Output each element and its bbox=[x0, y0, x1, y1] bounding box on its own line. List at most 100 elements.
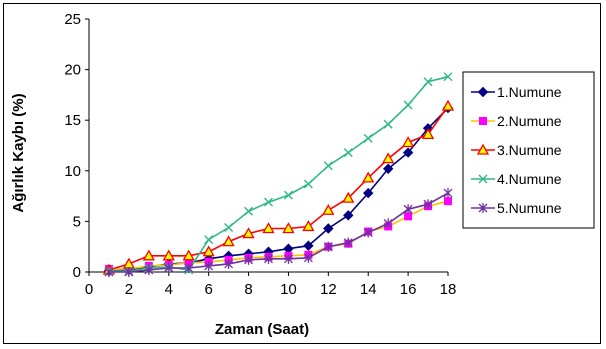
data-point bbox=[124, 267, 134, 277]
data-point bbox=[303, 252, 313, 263]
data-point bbox=[443, 188, 453, 199]
data-point bbox=[302, 220, 315, 232]
data-point bbox=[204, 235, 214, 245]
series-line bbox=[108, 192, 449, 273]
data-point bbox=[423, 199, 433, 210]
data-point bbox=[144, 264, 154, 275]
x-tick-label: 10 bbox=[280, 281, 297, 298]
legend-label: 2.Numune bbox=[497, 113, 562, 129]
data-point bbox=[343, 237, 353, 248]
data-point bbox=[382, 163, 394, 174]
x-axis-title: Zaman (Saat) bbox=[215, 321, 309, 338]
data-point bbox=[224, 222, 234, 232]
chart-frame: 0 5 10 15 20 25 0 2 4 6 8 10 12 14 16 18 Ağırlık Kaybı … bbox=[3, 3, 601, 344]
y-tick-label: 0 bbox=[73, 264, 81, 281]
data-point bbox=[323, 161, 333, 171]
data-point bbox=[443, 72, 453, 82]
data-point bbox=[283, 190, 293, 200]
legend: 1.Numune 2.Numune 3.Numune 4.Numune 5.Numune bbox=[462, 71, 595, 229]
data-point bbox=[323, 223, 334, 234]
data-point bbox=[343, 148, 353, 158]
series-3 bbox=[102, 99, 455, 275]
y-tick-label: 15 bbox=[64, 112, 81, 129]
legend-marker bbox=[477, 86, 489, 98]
legend-label: 1.Numune bbox=[497, 84, 562, 100]
x-tick-label: 4 bbox=[165, 281, 173, 298]
series-line bbox=[108, 105, 449, 271]
legend-item: 1.Numune bbox=[471, 84, 562, 100]
series-4 bbox=[104, 72, 453, 276]
x-tick-label: 16 bbox=[400, 281, 417, 298]
data-point bbox=[342, 191, 355, 203]
data-point bbox=[444, 197, 452, 206]
data-point bbox=[244, 254, 254, 265]
data-point bbox=[282, 222, 295, 234]
data-point bbox=[383, 218, 393, 229]
data-point bbox=[421, 128, 435, 140]
data-point bbox=[142, 249, 155, 261]
data-point bbox=[363, 187, 374, 199]
legend-label: 4.Numune bbox=[497, 171, 562, 187]
legend-item: 3.Numune bbox=[471, 142, 562, 158]
x-tick-label: 6 bbox=[204, 281, 212, 298]
data-point bbox=[423, 77, 433, 87]
legend-item: 4.Numune bbox=[471, 171, 562, 187]
legend-label: 3.Numune bbox=[497, 142, 562, 158]
x-tick-label: 12 bbox=[320, 281, 337, 298]
legend-marker bbox=[476, 143, 490, 155]
data-point bbox=[363, 227, 373, 238]
data-point bbox=[303, 240, 314, 251]
data-point bbox=[363, 133, 373, 143]
legend-item: 2.Numune bbox=[471, 113, 562, 129]
data-point bbox=[403, 204, 413, 215]
line-chart: 0 5 10 15 20 25 0 2 4 6 8 10 12 14 16 18 Ağırlık Kaybı … bbox=[10, 11, 595, 338]
x-tick-label: 0 bbox=[85, 281, 93, 298]
y-axis-title: Ağırlık Kaybı (%) bbox=[10, 93, 27, 212]
legend-marker bbox=[479, 117, 487, 125]
data-point bbox=[323, 241, 333, 252]
series-1 bbox=[103, 102, 454, 277]
x-tick-label: 8 bbox=[244, 281, 252, 298]
data-point bbox=[244, 206, 254, 216]
data-point bbox=[322, 203, 335, 215]
data-point bbox=[164, 262, 174, 273]
y-tick-label: 25 bbox=[64, 11, 81, 28]
series-line bbox=[108, 107, 449, 272]
data-point bbox=[262, 222, 275, 234]
data-point bbox=[264, 197, 273, 207]
data-point bbox=[383, 119, 393, 129]
series-layer bbox=[102, 72, 455, 277]
data-point bbox=[202, 245, 215, 257]
series-5 bbox=[104, 188, 453, 277]
data-point bbox=[402, 147, 414, 158]
y-tick-label: 20 bbox=[64, 62, 81, 79]
data-point bbox=[182, 249, 195, 261]
data-point bbox=[204, 260, 214, 271]
data-point bbox=[224, 258, 234, 269]
series-line bbox=[108, 75, 449, 272]
data-point bbox=[402, 136, 415, 148]
axes: 0 5 10 15 20 25 0 2 4 6 8 10 12 14 16 18 bbox=[64, 11, 456, 298]
legend-marker bbox=[478, 174, 488, 184]
data-point bbox=[303, 179, 313, 189]
data-point bbox=[283, 253, 293, 264]
y-tick-label: 5 bbox=[73, 213, 81, 230]
x-tick-label: 2 bbox=[125, 281, 133, 298]
data-point bbox=[362, 171, 375, 183]
data-point bbox=[104, 267, 114, 277]
y-tick-label: 10 bbox=[64, 163, 81, 180]
x-tick-label: 18 bbox=[440, 281, 457, 298]
x-tick-label: 14 bbox=[360, 281, 377, 298]
data-point bbox=[242, 227, 255, 239]
series-2 bbox=[104, 197, 452, 273]
data-point bbox=[441, 99, 455, 111]
legend-label: 5.Numune bbox=[497, 200, 562, 216]
data-point bbox=[403, 100, 413, 110]
data-point bbox=[382, 152, 395, 164]
data-point bbox=[162, 249, 175, 261]
data-point bbox=[264, 253, 273, 264]
legend-item: 5.Numune bbox=[471, 200, 562, 216]
data-point bbox=[222, 235, 235, 247]
data-point bbox=[343, 210, 354, 221]
data-point bbox=[184, 262, 194, 273]
